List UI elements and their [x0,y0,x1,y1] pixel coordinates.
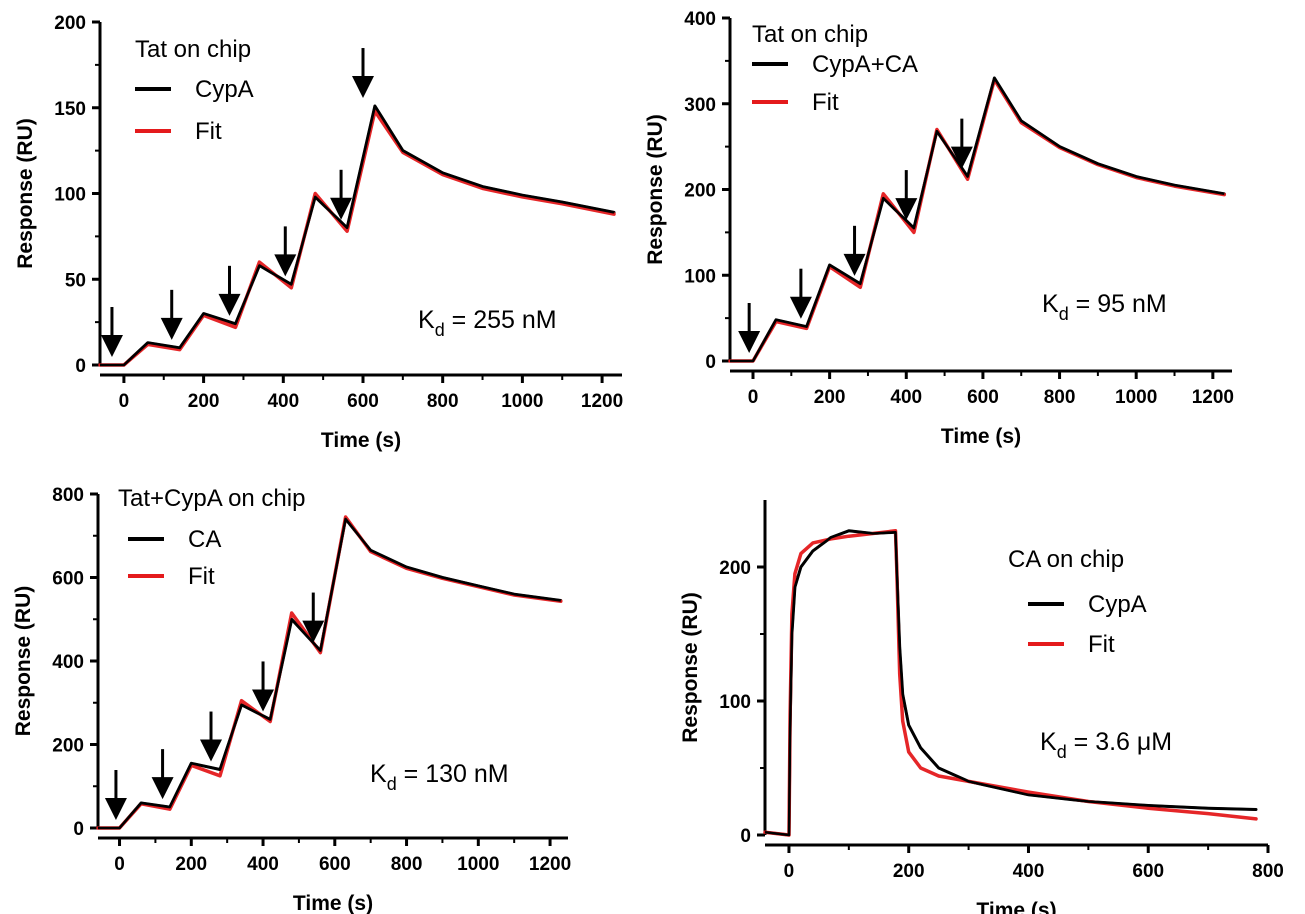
legend-label: CA [188,526,221,553]
x-tick-label: 400 [1013,861,1045,882]
y-axis-label: Response (RU) [14,118,37,269]
x-tick-label: 0 [748,387,759,408]
x-axis-label: Time (s) [941,425,1021,448]
x-tick-label: 0 [119,391,130,412]
chart-panel-2: 0 100 200 300 400 0 200 400 600 800 1000 1200 Time (… [644,9,1234,448]
x-tick-label: 1000 [457,854,499,875]
y-tick-label: 200 [719,558,751,579]
injection-arrow-head [352,76,374,98]
kd-value: Kd = 3.6 μM [1040,728,1172,762]
x-tick-label: 0 [114,854,125,875]
series-line-cypa-ca [730,78,1224,361]
legend-label: Fit [812,89,839,116]
chart-panel-3: 0 200 400 600 800 0 200 400 600 800 1000 1200 Time (… [12,485,571,914]
chip-annotation: CA on chip [1008,546,1124,573]
x-tick-label: 200 [893,861,925,882]
injection-arrow-head [895,198,917,220]
y-axis-label: Response (RU) [679,592,702,743]
injection-arrow-head [738,331,760,353]
y-tick-label: 150 [54,99,86,120]
injection-arrow-head [252,689,274,711]
series-line-overlay [730,78,1224,361]
legend-label: CypA+CA [812,51,918,78]
x-tick-label: 400 [247,854,279,875]
x-tick-label: 800 [1252,861,1284,882]
x-tick-label: 200 [188,391,220,412]
chart-panel-1: 0 50 100 150 200 0 200 400 600 800 1000 1200 Time (s… [14,13,623,452]
injection-arrow-head [200,740,222,762]
y-tick-label: 0 [75,356,86,377]
x-tick-label: 1200 [529,854,571,875]
injection-arrow-head [790,297,812,319]
x-tick-label: 0 [784,861,795,882]
y-tick-label: 100 [719,692,751,713]
x-tick-label: 1000 [501,391,543,412]
chip-annotation: Tat on chip [135,36,251,63]
kd-value: Kd = 95 nM [1042,290,1167,324]
y-tick-label: 600 [52,569,84,590]
x-tick-label: 600 [1132,861,1164,882]
y-tick-label: 200 [54,13,86,34]
x-tick-label: 800 [1044,387,1076,408]
legend-label: CypA [195,76,254,103]
y-tick-label: 100 [684,266,716,287]
x-axis-label: Time (s) [293,892,373,914]
y-axis-label: Response (RU) [644,114,667,265]
y-tick-label: 200 [684,181,716,202]
y-tick-label: 200 [52,736,84,757]
chip-annotation: Tat on chip [752,21,868,48]
legend-label: Fit [1088,631,1115,658]
y-tick-label: 300 [684,95,716,116]
x-tick-label: 800 [427,391,459,412]
x-tick-label: 1000 [1115,387,1157,408]
y-tick-label: 400 [52,652,84,673]
x-tick-label: 400 [890,387,922,408]
injection-arrow-head [105,798,127,820]
kd-value: Kd = 130 nM [370,760,509,794]
x-axis-label: Time (s) [976,899,1056,914]
x-axis-label: Time (s) [321,429,401,452]
y-tick-label: 800 [52,485,84,506]
injection-arrow-head [152,777,174,799]
kd-value: Kd = 255 nM [418,306,557,340]
x-tick-label: 200 [814,387,846,408]
y-tick-label: 50 [65,270,86,291]
y-tick-label: 400 [684,9,716,30]
series-line-fit [730,80,1224,361]
x-tick-label: 600 [347,391,379,412]
series-line-fit [765,531,1256,835]
x-tick-label: 1200 [1192,387,1234,408]
x-tick-label: 1200 [581,391,623,412]
chart-panel-4: 0 100 200 0 200 400 600 800 Time (s) Response (RU… [679,500,1284,914]
y-axis-label: Response (RU) [12,586,35,737]
injection-arrow-head [219,294,241,316]
legend-label: Fit [188,563,215,590]
x-tick-label: 600 [967,387,999,408]
x-tick-label: 600 [319,854,351,875]
y-tick-label: 0 [73,819,84,840]
injection-arrow-head [161,318,183,340]
y-tick-label: 100 [54,185,86,206]
legend-label: CypA [1088,591,1147,618]
x-tick-label: 800 [391,854,423,875]
chip-annotation: Tat+CypA on chip [118,485,305,512]
y-tick-label: 0 [705,352,716,373]
x-tick-label: 200 [175,854,207,875]
legend-label: Fit [195,118,222,145]
injection-arrow-head [101,335,123,357]
y-tick-label: 0 [740,826,751,847]
x-tick-label: 400 [267,391,299,412]
